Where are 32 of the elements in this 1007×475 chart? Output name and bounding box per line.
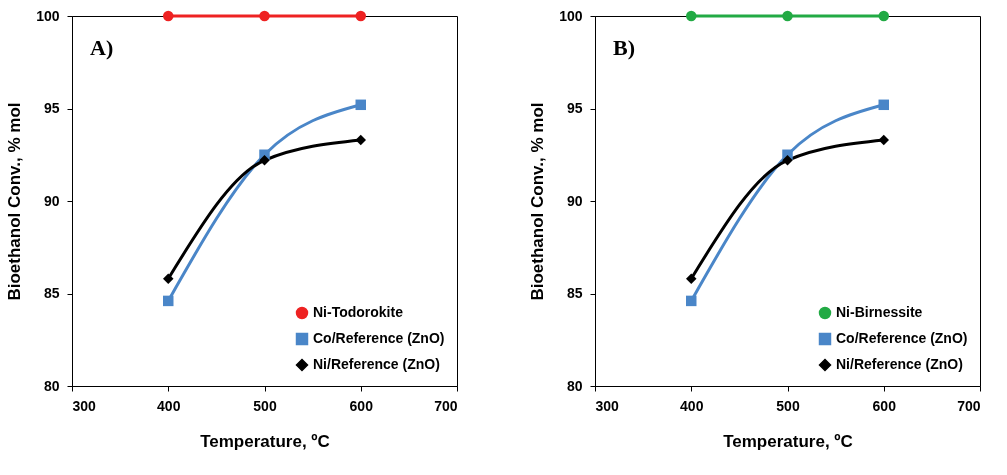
legend-label: Co/Reference (ZnO): [836, 330, 968, 346]
legend-label: Ni/Reference (ZnO): [313, 356, 440, 372]
x-tick-label: 700: [434, 397, 458, 414]
legend-label: Co/Reference (ZnO): [313, 330, 445, 346]
x-tick-label: 300: [72, 397, 97, 414]
x-axis-title: Temperature, ºC: [723, 431, 853, 451]
x-tick-label: 300: [595, 397, 620, 414]
x-tick-label: 500: [253, 397, 277, 414]
y-tick-label: 95: [566, 100, 583, 116]
y-tick-label: 100: [36, 7, 60, 24]
y-tick-label: 85: [566, 285, 583, 301]
y-tick-label: 90: [43, 192, 60, 209]
x-axis-title: Temperature, ºC: [200, 431, 330, 451]
annotation: A): [90, 35, 114, 60]
x-tick-label: 500: [776, 397, 800, 414]
x-tick-label: 700: [957, 397, 981, 414]
y-axis-title: Bioethanol Conv., % mol: [528, 102, 548, 301]
x-tick-label: 400: [680, 397, 704, 414]
y-tick-label: 80: [566, 377, 583, 394]
legend-label: Ni-Birnessite: [836, 304, 923, 320]
x-tick-label: 600: [349, 397, 374, 414]
x-tick-label: 400: [157, 397, 181, 414]
annotation: B): [613, 35, 635, 60]
x-tick-label: 600: [872, 397, 897, 414]
y-axis-title: Bioethanol Conv., % mol: [5, 102, 25, 301]
y-tick-label: 95: [43, 100, 60, 116]
y-tick-label: 100: [559, 7, 583, 24]
y-tick-label: 80: [43, 377, 60, 394]
y-tick-label: 90: [566, 192, 583, 209]
legend-label: Ni-Todorokite: [313, 304, 404, 320]
legend-label: Ni/Reference (ZnO): [836, 356, 963, 372]
y-tick-label: 85: [43, 285, 60, 301]
